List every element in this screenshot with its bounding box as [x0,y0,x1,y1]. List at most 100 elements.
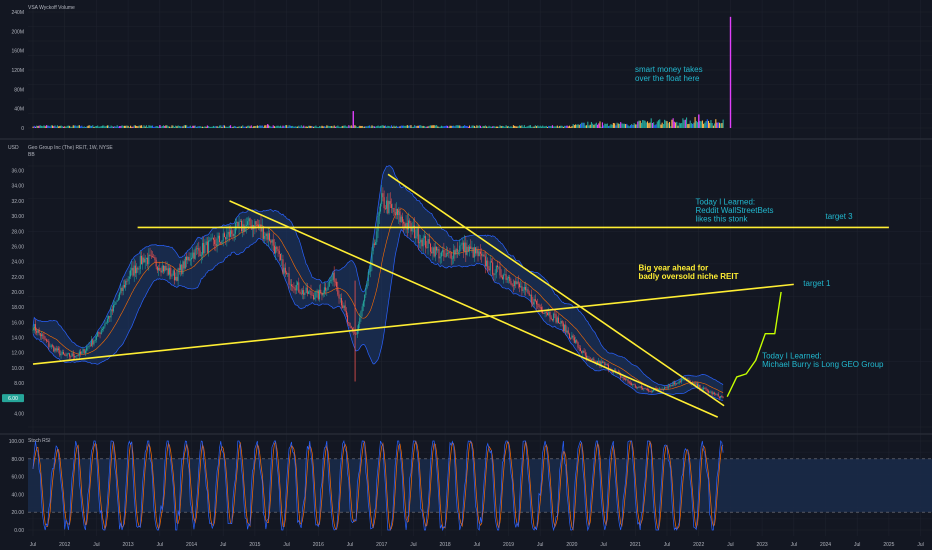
volume-bar [286,125,288,128]
volume-bar [404,125,406,128]
volume-bar [638,120,640,128]
candle-up [564,324,566,332]
candle-down [338,294,340,299]
volume-bar [401,125,404,128]
volume-bar [590,122,593,128]
volume-bar [595,122,597,128]
volume-bar [98,126,100,128]
price-y-tick-label: 32.00 [11,199,24,205]
candle-down [286,272,288,275]
volume-bar [444,126,446,128]
volume-bar [236,126,238,128]
trendline [387,173,725,407]
candle-down [132,267,134,276]
volume-bar [309,125,311,128]
volume-bar [579,123,582,128]
volume-bar [148,125,150,128]
candle-up [37,330,39,333]
candle-down [393,207,395,212]
volume-bar [55,126,57,128]
candle-down [622,376,624,379]
candle-down [547,312,549,316]
volume-bar [270,126,272,128]
candle-up [265,233,267,236]
candle-down [403,221,405,224]
volume-title: VSA Wyckoff Volume [28,5,75,11]
volume-bar [145,125,147,128]
candle-down [555,314,557,323]
candle-down [199,250,201,257]
volume-bar [364,126,366,128]
candle-down [642,387,644,390]
volume-bar [509,126,511,128]
volume-spike-bar [729,16,732,128]
price-annotation-text: Today I Learned: [762,352,822,361]
candle-down [604,362,606,366]
volume-bar [133,125,135,128]
candle-up [460,244,462,246]
volume-bar [81,125,83,128]
candle-up [653,389,655,391]
candle-up [84,350,86,354]
volume-bar [334,126,336,128]
volume-bar [264,125,266,128]
candle-down [696,383,698,388]
candle-down [311,295,313,296]
volume-bar [372,126,374,128]
volume-bar [276,125,278,128]
candle-down [292,286,294,288]
volume-bar [248,125,250,128]
candle-up [639,386,641,388]
volume-bar [144,126,146,128]
candle-down [515,281,517,285]
volume-bar [300,125,302,128]
candle-down [528,293,530,296]
volume-bar [517,126,519,128]
volume-bar [149,125,151,128]
candle-up [328,280,330,287]
candle-up [343,305,345,308]
candle-down [340,298,342,306]
candle-up [670,385,672,387]
candle-down [123,284,125,288]
volume-bar [394,126,396,128]
candle-down [692,382,694,384]
candle-up [267,233,269,240]
volume-bar [693,122,695,128]
volume-bar [451,125,454,128]
volume-bar [282,125,284,128]
candle-up [87,346,89,348]
candle-up [120,287,122,294]
candle-up [125,281,127,288]
volume-bar [550,126,552,128]
time-axis[interactable]: Jul 2012 Jul 2013 Jul 2014 Jul 2015 Jul 2016 Jul 20… [30,542,924,548]
x-tick-label: Jul [283,542,289,548]
volume-bar [707,120,710,128]
candle-down [443,250,445,257]
candle-down [573,337,575,343]
candle-down [149,254,151,256]
volume-bar [494,126,496,128]
candle-down [638,386,640,388]
candle-up [88,345,90,347]
volume-bar [567,126,569,128]
volume-bar [340,126,343,128]
volume-bar [240,126,243,128]
candle-down [269,233,271,241]
candle-down [273,245,275,254]
price-y-tick-label: 14.00 [11,335,24,341]
price-badge-box [2,394,24,403]
volume-bar [549,126,551,128]
candle-up [139,255,141,269]
candle-up [319,289,321,300]
volume-bar [45,125,48,128]
candle-up [553,313,555,321]
volume-bar [298,125,300,128]
volume-bar [183,125,185,128]
candle-down [65,355,67,357]
candle-down [406,222,408,230]
volume-bar [434,125,436,128]
candle-up [498,266,500,268]
volume-bar [467,126,469,128]
